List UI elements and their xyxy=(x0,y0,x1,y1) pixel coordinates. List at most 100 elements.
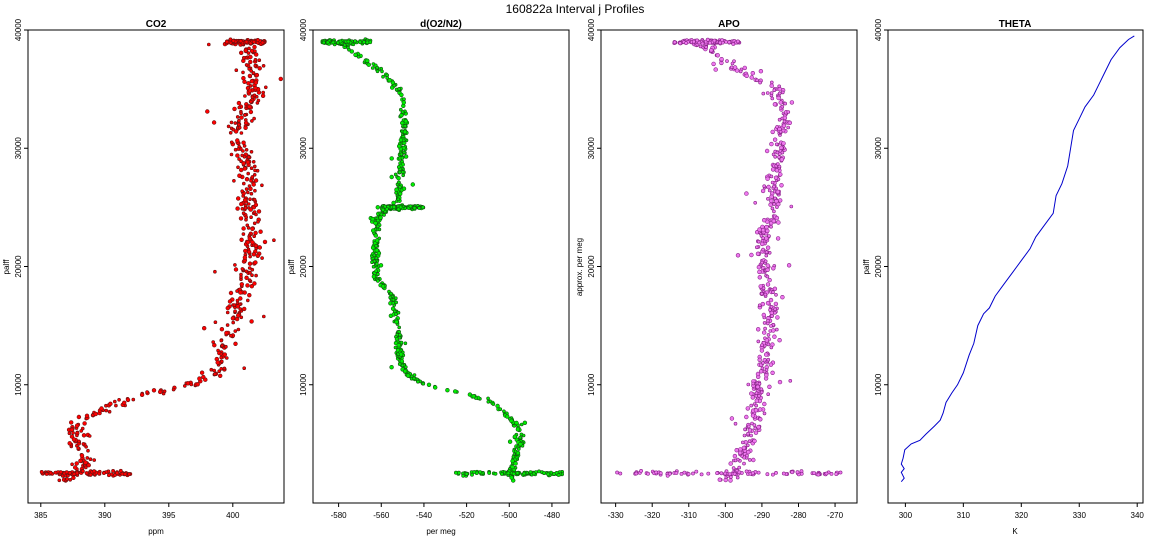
data-point xyxy=(772,88,777,92)
data-point xyxy=(410,182,415,187)
data-point xyxy=(727,40,732,45)
data-point xyxy=(733,458,738,463)
data-point xyxy=(241,226,246,231)
data-point xyxy=(786,125,791,130)
data-point xyxy=(397,335,402,340)
data-point xyxy=(509,418,514,423)
axis-ticks: 385 390 395 400 10000 20000 30000 40000 xyxy=(14,18,240,520)
data-point xyxy=(433,385,438,390)
data-point xyxy=(213,372,217,376)
data-point xyxy=(118,468,123,473)
data-point xyxy=(254,72,260,78)
data-point xyxy=(234,68,239,72)
data-point xyxy=(239,167,244,173)
data-point xyxy=(246,81,251,86)
data-point xyxy=(654,470,659,475)
data-point xyxy=(48,470,53,475)
data-point xyxy=(232,179,236,183)
data-point xyxy=(123,472,128,476)
y-tick-label: 30000 xyxy=(14,137,23,160)
data-point xyxy=(255,38,260,42)
data-point xyxy=(260,256,264,260)
data-point xyxy=(202,326,207,331)
data-point xyxy=(777,91,782,96)
data-point xyxy=(65,477,69,481)
data-point xyxy=(370,245,376,250)
data-point xyxy=(741,445,747,451)
data-point xyxy=(246,155,251,159)
data-point xyxy=(272,238,276,242)
data-point xyxy=(243,248,248,254)
data-point xyxy=(691,471,695,476)
data-point xyxy=(761,361,765,365)
data-point xyxy=(761,247,765,252)
data-point xyxy=(755,371,761,377)
data-point xyxy=(775,189,780,195)
data-point xyxy=(755,327,761,332)
data-point xyxy=(231,38,236,43)
data-point xyxy=(253,164,257,169)
data-point xyxy=(765,300,771,306)
data-point xyxy=(742,461,746,466)
data-point xyxy=(260,93,266,99)
data-point xyxy=(778,130,783,134)
data-point xyxy=(246,190,250,195)
y-axis-label: palff xyxy=(2,259,11,275)
data-point xyxy=(770,167,776,172)
data-point xyxy=(234,316,240,322)
data-point xyxy=(772,334,777,339)
data-point xyxy=(727,472,732,477)
data-point xyxy=(199,370,205,375)
data-point xyxy=(374,244,379,248)
data-point xyxy=(235,115,240,119)
data-point xyxy=(749,433,753,438)
data-point xyxy=(238,216,244,221)
data-point xyxy=(398,332,402,337)
data-point xyxy=(236,313,241,318)
data-point xyxy=(242,155,247,159)
data-point xyxy=(373,220,378,226)
data-point xyxy=(764,148,770,154)
data-points xyxy=(39,37,283,483)
data-point xyxy=(762,411,767,416)
data-point xyxy=(775,205,779,209)
data-point xyxy=(243,94,247,98)
data-point xyxy=(765,176,770,181)
data-point xyxy=(251,182,256,187)
data-point xyxy=(253,168,257,173)
data-point xyxy=(812,471,817,476)
data-point xyxy=(114,403,118,408)
data-point xyxy=(220,343,224,348)
data-point xyxy=(464,471,469,476)
data-point xyxy=(399,92,404,98)
data-point xyxy=(765,245,771,250)
data-point xyxy=(243,125,248,131)
data-point xyxy=(249,78,255,84)
data-point xyxy=(86,448,90,453)
data-point xyxy=(224,330,229,336)
data-point xyxy=(734,448,739,453)
data-point xyxy=(254,273,258,278)
data-point xyxy=(400,170,405,174)
data-point xyxy=(765,91,770,95)
data-point xyxy=(771,266,776,271)
data-point xyxy=(472,470,477,474)
data-point xyxy=(733,421,738,426)
data-point xyxy=(771,328,776,333)
data-point xyxy=(239,50,244,55)
data-point xyxy=(79,453,85,458)
data-point xyxy=(255,253,260,259)
data-point xyxy=(244,177,250,182)
data-point xyxy=(674,471,679,475)
data-point xyxy=(158,389,163,395)
data-point xyxy=(242,79,247,85)
data-point xyxy=(252,197,257,202)
data-point xyxy=(211,340,215,344)
data-point xyxy=(247,73,253,79)
data-point xyxy=(771,152,776,157)
data-point xyxy=(244,275,249,280)
data-point xyxy=(115,471,120,476)
data-point xyxy=(769,198,774,204)
data-point xyxy=(237,122,241,127)
